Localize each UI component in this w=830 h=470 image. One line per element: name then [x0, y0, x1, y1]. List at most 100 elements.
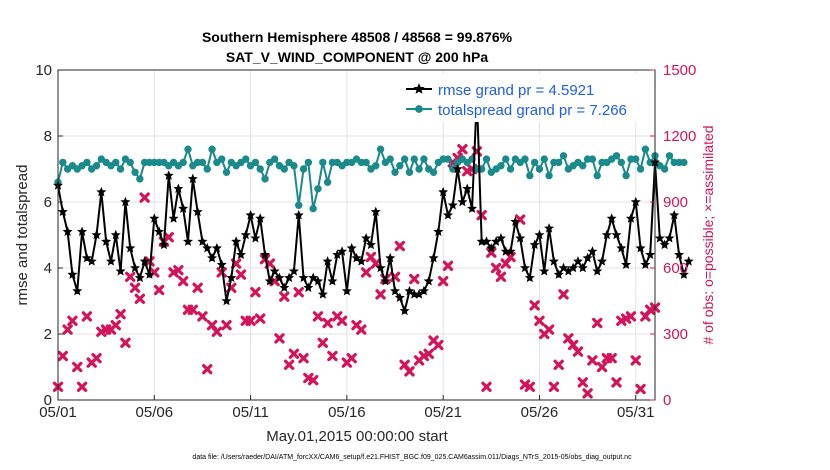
series-point — [314, 185, 322, 193]
y-axis-label: rmse and totalspread — [14, 165, 31, 306]
series-point — [226, 272, 237, 283]
assimilated-obs-point — [173, 265, 184, 276]
series-point — [77, 226, 88, 236]
series-point — [365, 239, 376, 250]
series-point — [572, 256, 583, 266]
series-point — [540, 155, 548, 163]
series-point — [168, 213, 179, 223]
assimilated-obs-point — [543, 324, 555, 335]
series-point — [115, 266, 126, 276]
y-tick-label: 2 — [44, 326, 52, 343]
series-point — [611, 229, 622, 240]
y-tick-label: 4 — [44, 260, 52, 277]
assimilated-obs-point — [211, 326, 223, 337]
series-point — [410, 155, 418, 163]
series-point — [593, 171, 601, 180]
assimilated-obs-point — [394, 240, 406, 252]
series-point — [346, 242, 357, 253]
x-axis-label: May.01,2015 00:00:00 start — [266, 428, 448, 445]
series-point — [222, 168, 231, 177]
series-point — [680, 158, 688, 167]
assimilated-obs-point — [153, 284, 165, 296]
assimilated-obs-point — [279, 291, 290, 302]
right-tick-label: 300 — [663, 326, 688, 343]
series-point — [636, 165, 645, 173]
series-point — [553, 269, 564, 279]
series-point — [154, 226, 165, 236]
legend: rmse grand pr = 4.5921 totalspread grand… — [400, 74, 652, 122]
series-point — [433, 226, 444, 236]
series-point — [579, 162, 587, 170]
assimilated-obs-point — [356, 324, 367, 335]
right-tick-label: 600 — [663, 260, 688, 277]
series-point — [548, 256, 559, 266]
series-point — [299, 165, 308, 173]
series-point — [612, 152, 621, 160]
series-point — [57, 206, 68, 217]
series-point — [418, 285, 429, 296]
assimilated-obs-point — [457, 144, 468, 155]
series-point — [293, 209, 304, 220]
series-point — [447, 200, 458, 210]
series-point — [665, 152, 674, 160]
series-point — [92, 162, 101, 170]
series-point — [322, 256, 333, 266]
assimilated-obs-point — [115, 309, 126, 320]
x-tick-label: 05/01 — [39, 404, 77, 421]
assimilated-obs-point — [582, 388, 593, 399]
assimilated-obs-point — [611, 377, 622, 388]
series-point — [327, 275, 338, 286]
series-point — [669, 209, 680, 220]
series-point — [178, 203, 189, 213]
assimilated-obs-point — [630, 355, 641, 366]
series-point — [231, 236, 242, 246]
series-point — [126, 158, 134, 167]
legend-rmse-label: rmse grand pr = 4.5921 — [438, 82, 594, 99]
assimilated-obs-point — [495, 271, 507, 282]
assimilated-obs-point — [635, 383, 646, 395]
series-point — [312, 275, 323, 286]
series-point — [139, 256, 150, 266]
assimilated-obs-point — [76, 381, 88, 392]
series-point — [442, 209, 453, 220]
series-point — [386, 155, 394, 163]
assimilated-obs-point — [577, 377, 588, 388]
series-point — [131, 168, 139, 177]
assimilated-obs-point — [346, 353, 357, 364]
series-point — [91, 229, 102, 240]
series-point — [502, 155, 510, 163]
x-tick-label: 05/31 — [617, 404, 655, 421]
series-point — [601, 229, 612, 240]
assimilated-obs-point — [307, 375, 319, 386]
series-point — [120, 196, 131, 207]
series-point — [59, 158, 67, 167]
series-point — [323, 178, 332, 186]
x-tick-label: 05/26 — [521, 404, 559, 421]
series-point — [356, 256, 367, 266]
series-point — [96, 186, 107, 197]
series-point — [295, 201, 303, 210]
series-point — [221, 295, 232, 306]
series-point — [683, 256, 694, 266]
series-point — [207, 252, 218, 263]
series-point — [429, 168, 438, 177]
series-point — [298, 272, 309, 283]
assimilated-obs-point — [197, 311, 208, 322]
series-point — [116, 165, 125, 173]
series-point — [385, 252, 396, 263]
series-point — [62, 226, 73, 236]
series-point — [452, 163, 463, 174]
series-point — [396, 162, 404, 170]
series-point — [149, 213, 160, 223]
assimilated-obs-point — [572, 346, 584, 357]
assimilated-obs-point — [134, 293, 146, 304]
series-point — [211, 242, 222, 253]
series-point — [415, 165, 423, 173]
series-point — [130, 262, 141, 273]
series-point — [399, 305, 410, 316]
series-point — [617, 158, 625, 167]
series-point — [105, 256, 116, 266]
assimilated-obs-point — [139, 192, 150, 203]
series-point — [86, 256, 97, 266]
series-point — [622, 171, 630, 180]
